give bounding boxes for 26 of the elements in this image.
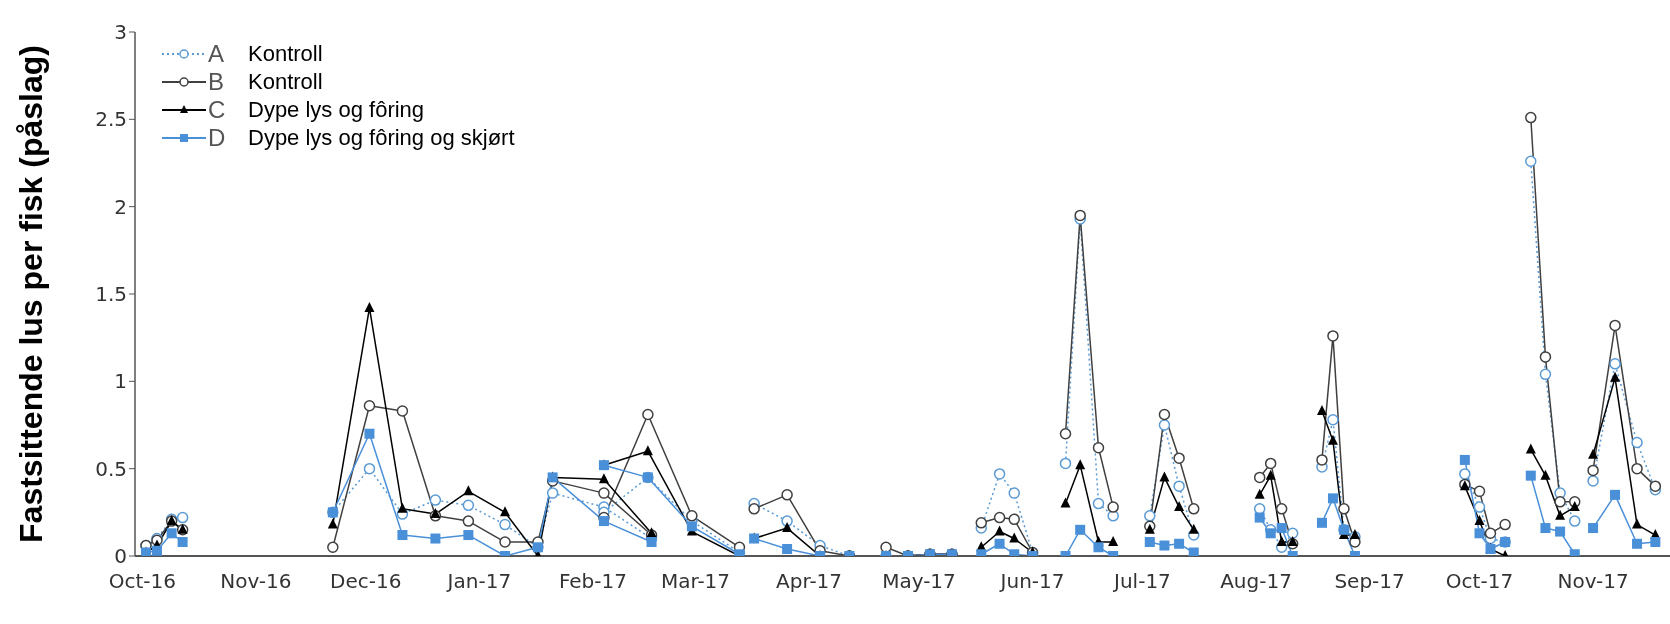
x-tick-label: Nov-17 [1557, 569, 1629, 594]
x-tick-label: Oct-17 [1445, 569, 1514, 594]
x-tick-label: Apr-17 [776, 569, 843, 594]
legend-label: D Dype lys og fôring og skjørt [208, 124, 515, 152]
x-tick-label: Mar-17 [660, 569, 731, 594]
y-tick-label: 3 [114, 20, 127, 45]
x-tick-label: Aug-17 [1220, 569, 1292, 594]
x-tick-label: Dec-16 [330, 569, 402, 594]
y-tick-label: 1 [114, 369, 127, 394]
legend-label: B Kontroll [208, 68, 323, 96]
y-tick-label: 1.5 [95, 282, 127, 307]
legend-label: C Dype lys og fôring [208, 96, 425, 124]
y-tick-label: 0 [114, 544, 127, 569]
x-tick-label: Jul-17 [1112, 569, 1171, 594]
y-tick-label: 0.5 [95, 456, 127, 481]
y-axis-title: Fastsittende lus per fisk (påslag) [13, 45, 50, 543]
x-tick-label: Jan-17 [445, 569, 512, 594]
x-tick-label: Sep-17 [1334, 569, 1405, 594]
x-tick-label: Oct-16 [108, 569, 176, 594]
x-tick-label: Jun-17 [998, 569, 1065, 594]
x-tick-label: May-17 [882, 569, 956, 594]
x-tick-label: Feb-17 [558, 569, 627, 594]
y-tick-label: 2.5 [95, 107, 127, 132]
y-tick-label: 2 [114, 194, 127, 219]
x-tick-label: Nov-16 [220, 569, 292, 594]
legend-label: A Kontroll [208, 40, 323, 68]
